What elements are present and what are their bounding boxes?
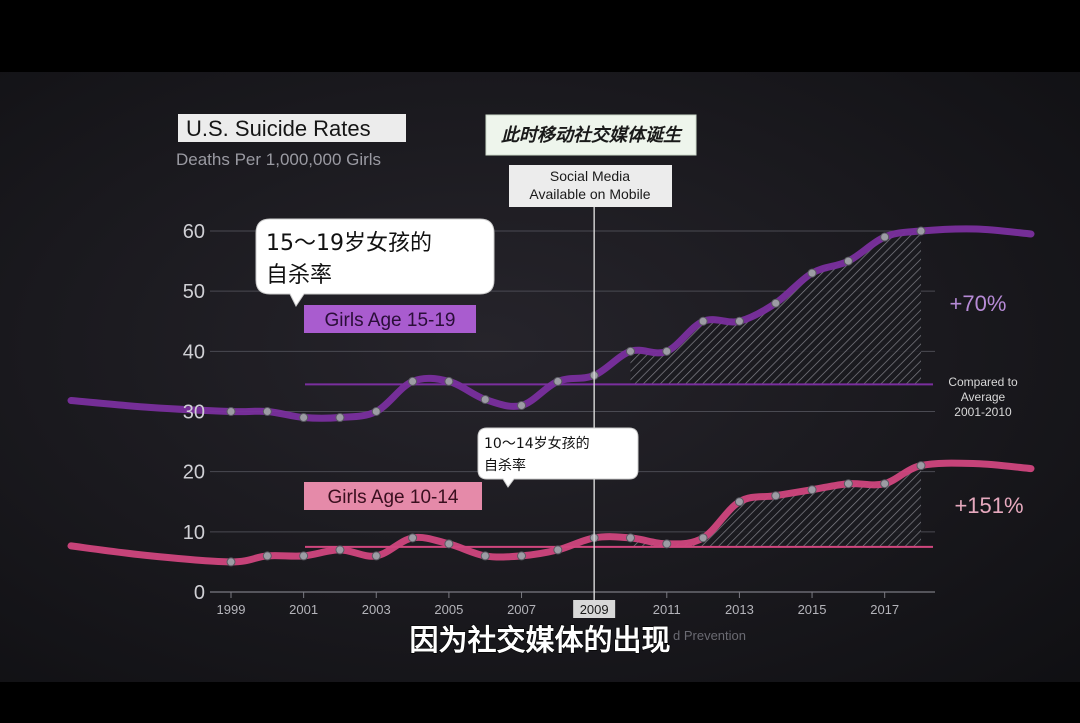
y-tick-label: 0 bbox=[194, 582, 205, 604]
x-tick-label: 2013 bbox=[725, 602, 754, 617]
x-tick-label: 2015 bbox=[798, 602, 827, 617]
speech-bubble-top bbox=[255, 218, 495, 307]
title-box bbox=[178, 114, 406, 142]
data-point bbox=[625, 533, 635, 543]
data-point bbox=[299, 551, 309, 561]
data-point bbox=[625, 346, 635, 356]
x-tick-label: 2011 bbox=[653, 602, 681, 617]
y-tick-label: 60 bbox=[183, 221, 205, 243]
chart-title: U.S. Suicide Rates bbox=[186, 116, 371, 141]
data-point bbox=[480, 551, 490, 561]
x-tick-label: 1999 bbox=[217, 602, 246, 617]
change-label-10-14: +151% bbox=[954, 493, 1023, 518]
y-tick-label: 10 bbox=[183, 522, 205, 544]
speech-bubble-mid-line2: 自杀率 bbox=[484, 457, 526, 474]
event-label-line1: Social Media bbox=[550, 168, 630, 184]
chart-subtitle: Deaths Per 1,000,000 Girls bbox=[176, 150, 381, 169]
data-point bbox=[335, 545, 345, 555]
data-point bbox=[226, 557, 236, 567]
data-point bbox=[880, 232, 890, 242]
data-point bbox=[916, 461, 926, 471]
reference-label-line1: Compared to bbox=[948, 375, 1018, 389]
data-point bbox=[553, 376, 563, 386]
subtitle-caption: 因为社交媒体的出现 bbox=[409, 623, 670, 657]
x-tick-label: 2003 bbox=[362, 602, 391, 617]
data-point bbox=[771, 491, 781, 501]
event-label-box bbox=[509, 165, 672, 207]
reference-label-line3: 2001-2010 bbox=[954, 405, 1012, 419]
data-point bbox=[807, 268, 817, 278]
letterbox-top bbox=[0, 0, 1080, 72]
x-tick-highlight bbox=[573, 600, 616, 618]
speech-bubble-mid bbox=[477, 427, 639, 488]
x-tick-label: 2009 bbox=[580, 602, 609, 617]
data-point bbox=[843, 479, 853, 489]
speech-bubble-mid-line1: 10～14岁女孩的 bbox=[484, 435, 590, 452]
data-point bbox=[916, 226, 926, 236]
data-point bbox=[771, 298, 781, 308]
data-point bbox=[262, 407, 272, 416]
data-point bbox=[444, 376, 454, 386]
data-point bbox=[408, 376, 418, 386]
data-point bbox=[807, 485, 817, 495]
series-label-10-14-box bbox=[304, 482, 482, 510]
data-point bbox=[262, 551, 272, 561]
data-point bbox=[226, 407, 236, 416]
data-point bbox=[408, 533, 418, 543]
x-tick-label: 2005 bbox=[434, 602, 463, 617]
data-point bbox=[843, 256, 853, 266]
data-point bbox=[299, 413, 309, 423]
data-point bbox=[517, 551, 527, 561]
x-axis-tick-labels: 1999 2001 2003 2005 2007 2009 2011 2013 2015 2017 bbox=[217, 592, 899, 618]
x-tick-label: 2001 bbox=[289, 602, 318, 617]
speech-bubble-top-line2: 自杀率 bbox=[266, 263, 332, 288]
data-point bbox=[371, 407, 381, 416]
data-point bbox=[553, 545, 563, 555]
data-point bbox=[517, 400, 527, 410]
top-caption: 此时移动社交媒体诞生 bbox=[501, 125, 683, 146]
series-label-10-14: Girls Age 10-14 bbox=[328, 487, 459, 508]
data-point bbox=[662, 539, 672, 549]
speech-bubble-top-line1: 15～19岁女孩的 bbox=[266, 231, 432, 256]
top-caption-box bbox=[485, 114, 697, 156]
change-label-15-19: +70% bbox=[950, 291, 1007, 316]
data-point bbox=[734, 316, 744, 326]
reference-label-line2: Average bbox=[961, 390, 1006, 404]
data-point bbox=[371, 551, 381, 561]
y-axis-tick-labels: 0 10 20 30 40 50 60 bbox=[183, 221, 205, 604]
x-tick-label: 2017 bbox=[870, 602, 899, 617]
y-tick-label: 50 bbox=[183, 281, 205, 303]
data-point bbox=[880, 479, 890, 489]
data-point bbox=[480, 394, 490, 404]
data-point bbox=[698, 533, 708, 543]
data-point bbox=[335, 413, 345, 423]
data-point bbox=[698, 316, 708, 326]
series-label-15-19: Girls Age 15-19 bbox=[325, 310, 456, 331]
y-tick-label: 40 bbox=[183, 341, 205, 363]
data-point bbox=[662, 346, 672, 356]
data-point bbox=[444, 539, 454, 549]
data-points bbox=[226, 226, 926, 567]
event-label-line2: Available on Mobile bbox=[529, 186, 650, 202]
letterbox-bottom bbox=[0, 682, 1080, 723]
y-tick-label: 20 bbox=[183, 462, 205, 484]
series-label-15-19-box bbox=[304, 305, 476, 333]
y-tick-label: 30 bbox=[183, 402, 205, 424]
data-point bbox=[734, 497, 744, 507]
x-tick-label: 2007 bbox=[507, 602, 536, 617]
hatched-area-15-19 bbox=[630, 231, 921, 385]
source-fragment: d Prevention bbox=[673, 628, 746, 643]
